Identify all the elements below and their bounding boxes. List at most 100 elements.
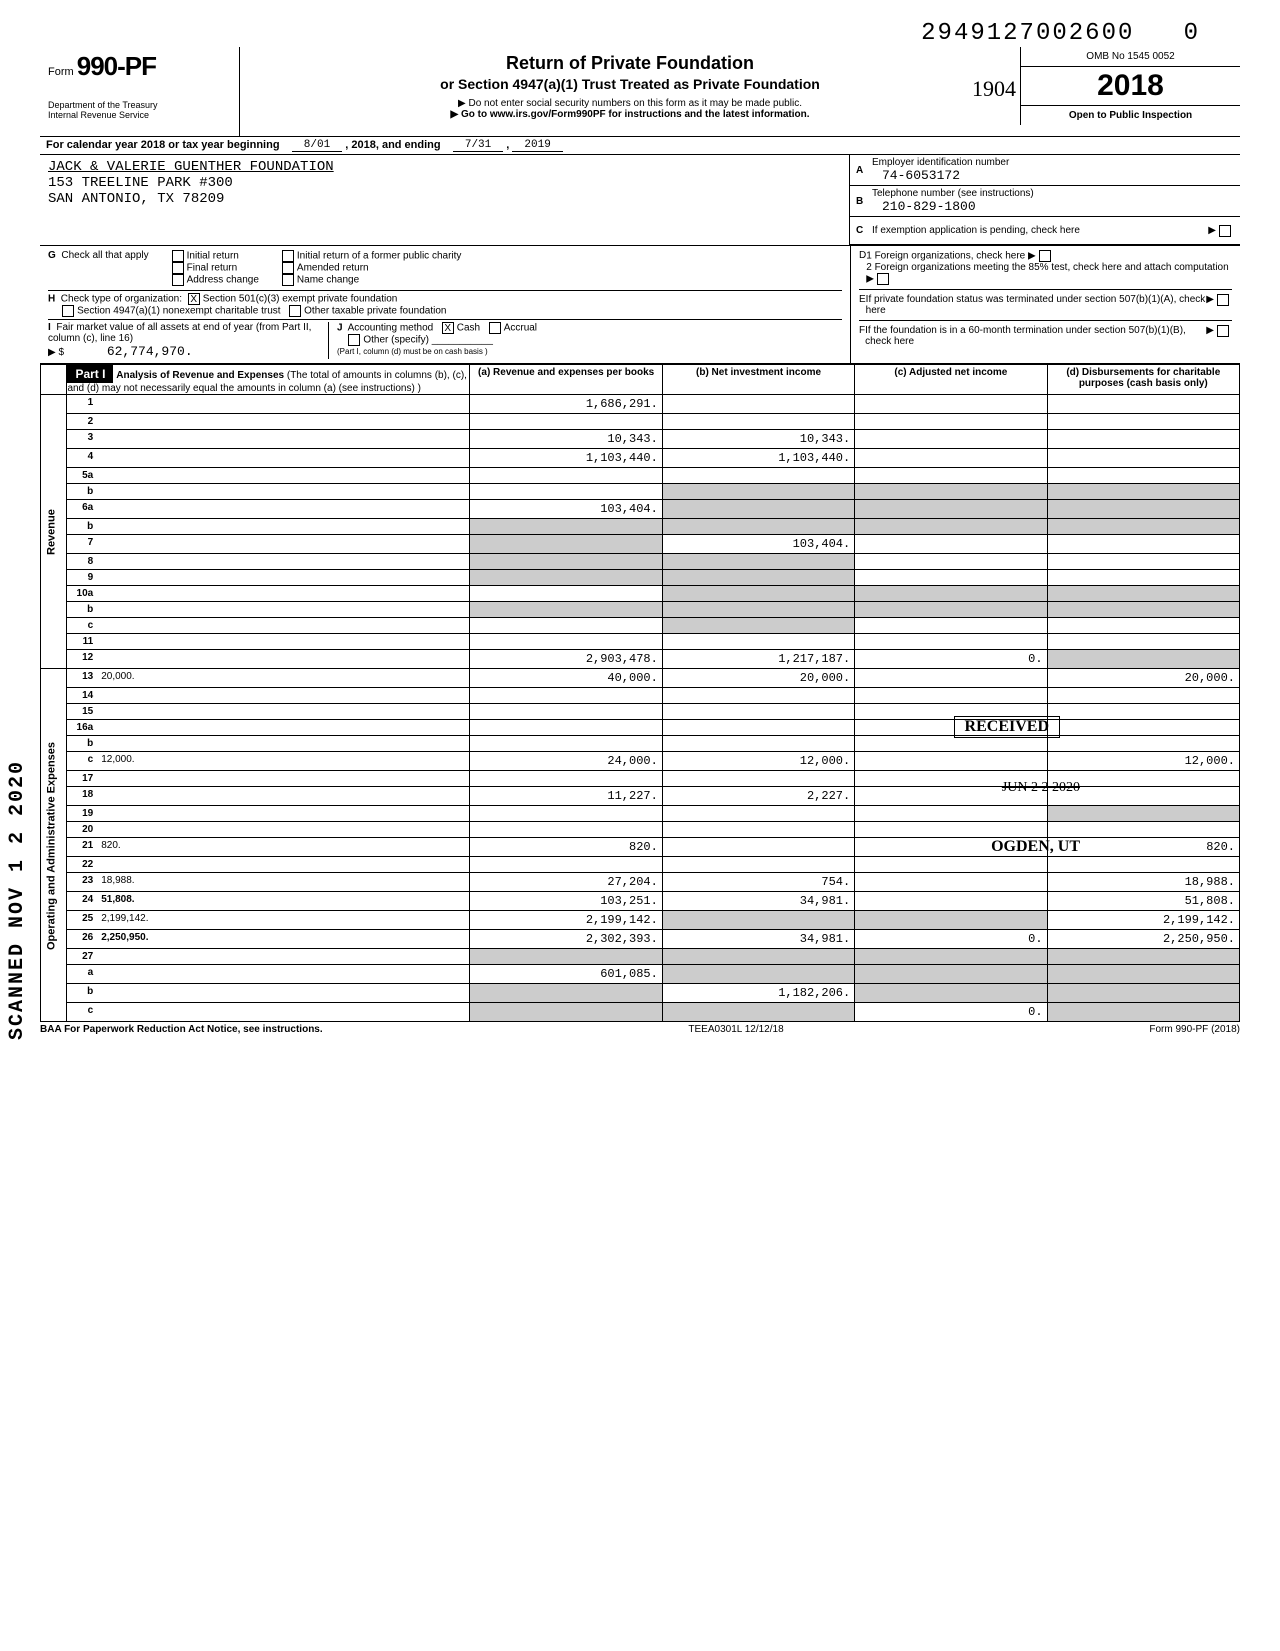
cell-c: [855, 857, 1047, 873]
cell-d: [1047, 586, 1239, 602]
cell-c: [855, 414, 1047, 430]
table-row: 6a103,404.: [41, 500, 1240, 519]
col-d-header: (d) Disbursements for charitable purpose…: [1047, 365, 1239, 395]
cb-d2[interactable]: [877, 273, 889, 285]
cell-b: [662, 806, 854, 822]
line-number: 8: [67, 554, 97, 570]
cell-a: [470, 618, 662, 634]
cell-b: [662, 468, 854, 484]
line-number: 9: [67, 570, 97, 586]
line-desc: 18,988.: [97, 873, 470, 892]
e-label: If private foundation status was termina…: [866, 294, 1207, 316]
cb-address-change[interactable]: [172, 274, 184, 286]
cell-a: [470, 1003, 662, 1022]
part1-title: Analysis of Revenue and Expenses: [116, 370, 284, 381]
h-label: Check type of organization:: [61, 294, 182, 305]
dept-irs: Internal Revenue Service: [48, 110, 231, 120]
cb-other-tax[interactable]: [289, 305, 301, 317]
cell-b: [662, 688, 854, 704]
cell-d: [1047, 650, 1239, 669]
line-desc: [97, 704, 470, 720]
cell-b: [662, 736, 854, 752]
h-opt2: Section 4947(a)(1) nonexempt charitable …: [77, 306, 280, 317]
revenue-side-label: Revenue: [41, 395, 67, 669]
line-desc: [97, 586, 470, 602]
cell-d: [1047, 857, 1239, 873]
cell-a: 2,903,478.: [470, 650, 662, 669]
cb-e[interactable]: [1217, 294, 1229, 306]
line-number: 20: [67, 822, 97, 838]
cell-c: [855, 484, 1047, 500]
omb-number: OMB No 1545 0052: [1020, 47, 1240, 67]
cell-b: [662, 771, 854, 787]
table-row: b: [41, 519, 1240, 535]
cell-c: [855, 602, 1047, 618]
table-row: 22: [41, 857, 1240, 873]
received-stamp: RECEIVED: [954, 716, 1060, 738]
opt-final: Final return: [187, 263, 238, 274]
cell-d: [1047, 449, 1239, 468]
cb-accrual[interactable]: [489, 322, 501, 334]
line-number: c: [67, 1003, 97, 1022]
cb-4947[interactable]: [62, 305, 74, 317]
line-number: 3: [67, 430, 97, 449]
doc-id-suffix: 0: [1184, 20, 1200, 47]
cb-f[interactable]: [1217, 325, 1229, 337]
line-desc: [97, 806, 470, 822]
h-opt3: Other taxable private foundation: [304, 306, 446, 317]
table-row: 14: [41, 688, 1240, 704]
cell-b: 20,000.: [662, 669, 854, 688]
cb-name-change[interactable]: [282, 274, 294, 286]
e-letter: E: [859, 294, 866, 316]
line-desc: [97, 857, 470, 873]
line-desc: 51,808.: [97, 892, 470, 911]
cell-d: [1047, 618, 1239, 634]
cb-initial-former[interactable]: [282, 250, 294, 262]
cb-d1[interactable]: [1039, 250, 1051, 262]
cal-mid: , 2018, and ending: [345, 139, 440, 152]
cb-other-method[interactable]: [348, 334, 360, 346]
cell-d: [1047, 949, 1239, 965]
tax-year: 2018: [1020, 67, 1240, 106]
line-desc: 20,000.: [97, 669, 470, 688]
cb-501c3[interactable]: X: [188, 293, 200, 305]
line-desc: [97, 395, 470, 414]
cb-final-return[interactable]: [172, 262, 184, 274]
j-note: (Part I, column (d) must be on cash basi…: [337, 347, 488, 356]
g-label: Check all that apply: [61, 250, 148, 261]
i-label: Fair market value of all assets at end o…: [48, 322, 311, 344]
cell-b: [662, 586, 854, 602]
title-sub: or Section 4947(a)(1) Trust Treated as P…: [250, 76, 1010, 92]
form-prefix: Form: [48, 66, 74, 78]
cell-c: [855, 586, 1047, 602]
line-number: 27: [67, 949, 97, 965]
cell-b: [662, 602, 854, 618]
cb-initial-return[interactable]: [172, 250, 184, 262]
box-b: B Telephone number (see instructions) 21…: [850, 186, 1240, 217]
cell-b: [662, 949, 854, 965]
line-number: 14: [67, 688, 97, 704]
line-number: 16a: [67, 720, 97, 736]
table-row: 41,103,440.1,103,440.: [41, 449, 1240, 468]
table-row: 5a: [41, 468, 1240, 484]
line-desc: 2,250,950.: [97, 930, 470, 949]
cb-amended[interactable]: [282, 262, 294, 274]
box-c-checkbox[interactable]: [1219, 225, 1231, 237]
cell-b: [662, 414, 854, 430]
cell-c: [855, 519, 1047, 535]
line-desc: [97, 650, 470, 669]
cell-a: [470, 704, 662, 720]
dept-treasury: Department of the Treasury: [48, 100, 231, 110]
box-b-letter: B: [856, 196, 872, 207]
table-row: b: [41, 484, 1240, 500]
cell-b: 103,404.: [662, 535, 854, 554]
box-c-label: If exemption application is pending, che…: [872, 225, 1208, 236]
cell-a: 103,404.: [470, 500, 662, 519]
check-left: G Check all that apply Initial return Fi…: [40, 246, 850, 363]
line-desc: [97, 949, 470, 965]
opt-addr: Address change: [187, 275, 259, 286]
cb-cash[interactable]: X: [442, 322, 454, 334]
cell-d: [1047, 736, 1239, 752]
cell-d: [1047, 634, 1239, 650]
table-row: 10a: [41, 586, 1240, 602]
